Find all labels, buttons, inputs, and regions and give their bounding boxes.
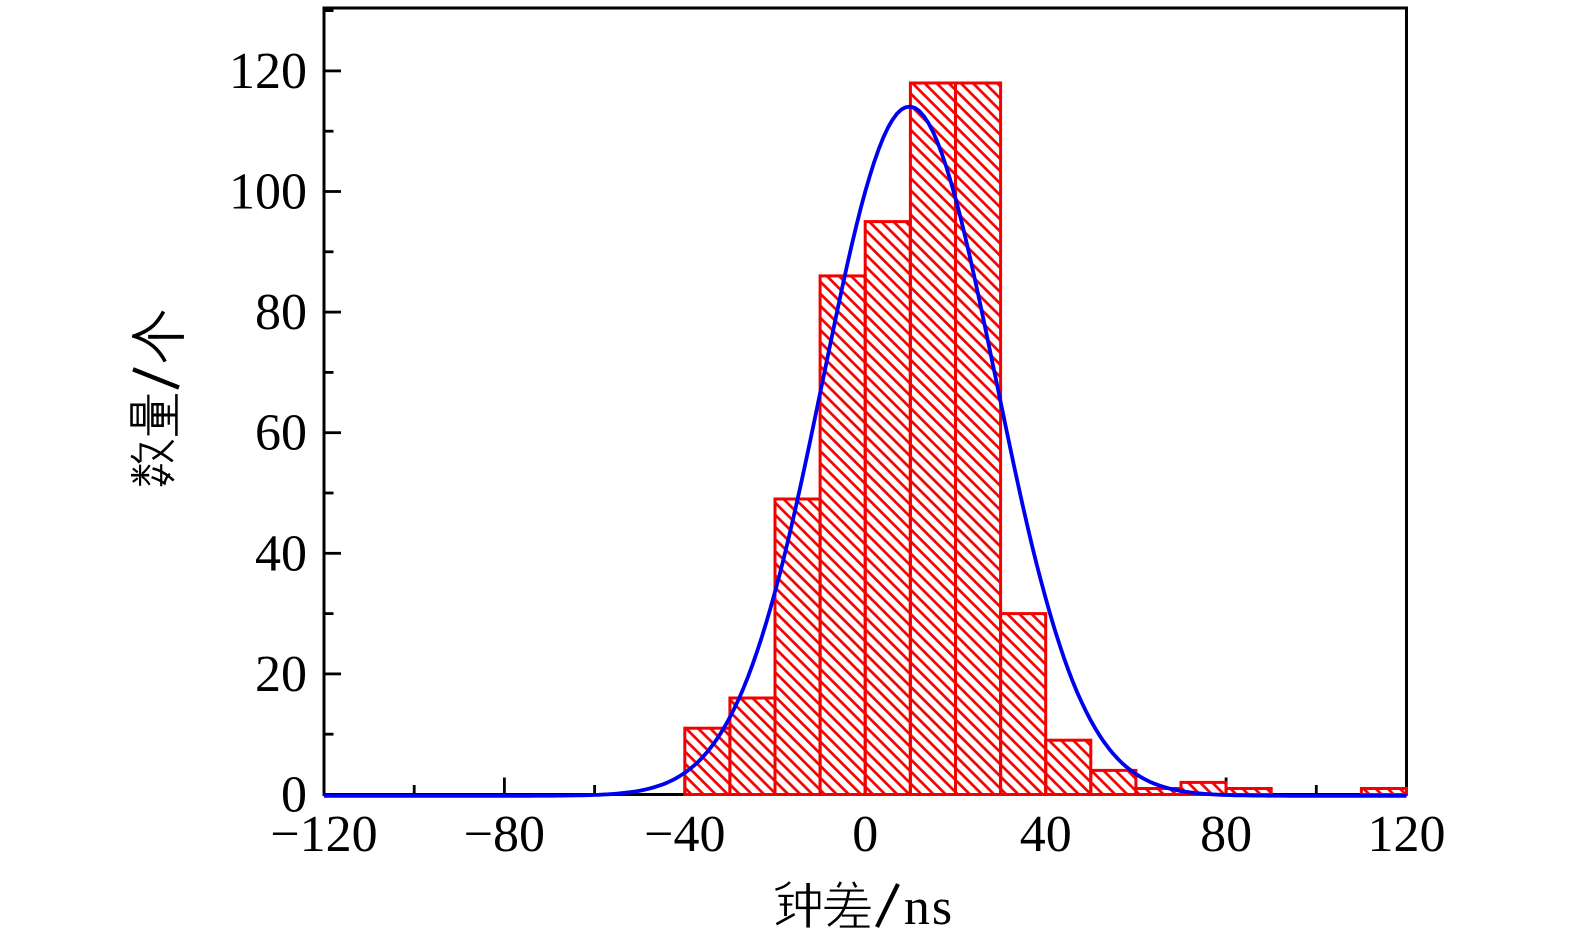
svg-text:40: 40 [255,525,307,582]
svg-text:60: 60 [255,405,307,462]
svg-text:0: 0 [852,806,878,863]
svg-text:100: 100 [229,164,307,221]
svg-text:−120: −120 [270,806,377,863]
svg-text:120: 120 [1368,806,1446,863]
svg-text:120: 120 [229,43,307,100]
svg-text:80: 80 [1200,806,1252,863]
svg-text:20: 20 [255,646,307,703]
svg-text:−40: −40 [644,806,725,863]
svg-text:80: 80 [255,284,307,341]
svg-text:0: 0 [281,767,307,824]
svg-text:40: 40 [1020,806,1072,863]
svg-text:−80: −80 [464,806,545,863]
svg-text:ns: ns [904,879,954,936]
